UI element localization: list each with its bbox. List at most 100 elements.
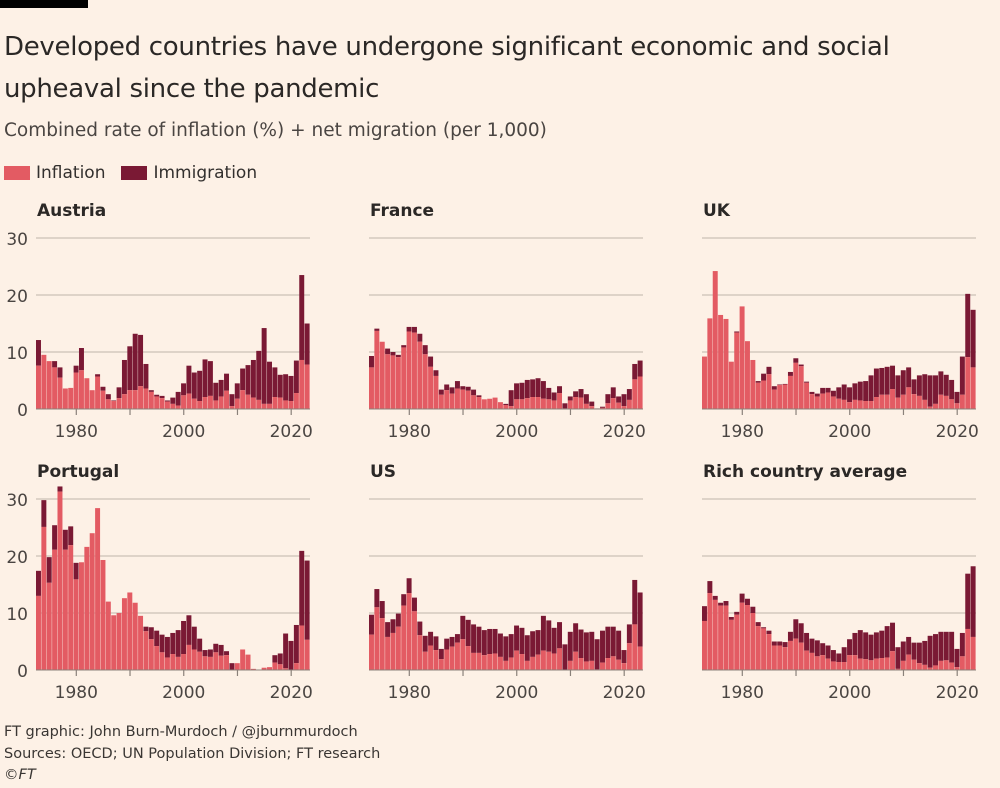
bar-immigration [546,620,552,652]
bar-immigration [530,379,536,398]
bar-inflation [755,626,761,670]
x-tick-label: 1980 [55,683,98,703]
bar-immigration [154,394,160,397]
bar-inflation [374,607,380,670]
x-tick-label: 2000 [828,683,871,703]
bar-inflation [632,624,638,670]
legend-label-inflation: Inflation [36,163,106,183]
bar-inflation [159,398,165,409]
bar-inflation [728,619,734,670]
bar-inflation [841,399,847,409]
bar-immigration [422,635,428,652]
y-tick-label: 30 [6,230,28,250]
bar-immigration [369,614,374,635]
bar-inflation [111,401,117,409]
bar-inflation [481,655,487,670]
bar-inflation [809,394,815,409]
bar-immigration [949,379,955,400]
bar-inflation [712,599,718,670]
bar-inflation [610,656,616,670]
bar-inflation [105,601,111,670]
bar-immigration [514,625,520,651]
bar-immigration [213,643,219,653]
bar-immigration [970,566,976,637]
y-tick-label: 10 [6,344,28,364]
bar-immigration [787,371,793,376]
x-tick-label: 2000 [495,683,538,703]
bar-inflation [218,655,224,670]
bar-inflation [202,397,208,409]
bar-inflation [471,395,477,409]
bar-inflation [197,651,203,670]
bar-immigration [621,394,627,407]
bar-inflation [702,620,707,670]
bar-inflation [750,613,756,670]
bar-inflation [798,366,804,409]
bar-immigration [444,384,450,391]
bar-inflation [84,546,90,670]
bar-immigration [884,626,890,658]
bar-inflation [949,399,955,409]
bar-inflation [766,374,772,409]
bar-inflation [283,668,289,670]
bar-inflation [540,650,546,670]
bar-inflation [369,634,374,670]
bar-inflation [476,397,482,409]
bar-inflation [234,398,240,409]
panel-title: Portugal [37,462,119,482]
bar-immigration [578,389,584,398]
bar-inflation [277,664,283,670]
bar-inflation [73,372,79,409]
bar-inflation [121,598,127,670]
bar-immigration [755,622,761,627]
x-tick-label: 1980 [721,683,764,703]
bar-inflation [181,654,187,670]
bar-immigration [557,386,563,394]
y-tick-label: 30 [6,491,28,511]
bar-inflation [207,656,213,670]
bar-inflation [261,403,267,409]
bar-inflation [170,654,176,670]
y-tick-label: 10 [6,605,28,625]
bar-immigration [841,647,847,663]
bar-inflation [175,405,181,409]
bar-immigration [900,370,906,395]
bar-immigration [589,631,595,661]
bar-immigration [390,352,396,356]
bar-inflation [702,356,707,409]
chart-subtitle: Combined rate of inflation (%) + net mig… [4,120,547,141]
bar-immigration [911,642,917,660]
bar-inflation [422,354,428,409]
bar-immigration [906,367,912,388]
bar-inflation [148,639,154,670]
bar-immigration [417,333,423,342]
bar-immigration [191,626,197,650]
bar-immigration [428,631,434,646]
bar-inflation [95,508,101,670]
bar-immigration [148,390,154,392]
bar-immigration [508,634,514,658]
bar-immigration [567,631,573,661]
bar-inflation [460,639,466,670]
bar-inflation [492,653,498,670]
bar-immigration [191,372,197,399]
bar-immigration [41,500,47,527]
bar-inflation [111,615,117,670]
bar-immigration [68,526,74,546]
bar-immigration [218,379,224,397]
bar-immigration [916,642,922,664]
bar-inflation [181,395,187,409]
bar-immigration [36,570,41,596]
x-tick-label: 1980 [388,683,431,703]
bar-immigration [863,632,869,660]
bar-inflation [379,618,385,670]
bar-inflation [116,613,122,670]
bar-inflation [121,394,127,409]
bar-inflation [519,399,525,409]
bar-inflation [943,660,949,670]
bar-inflation [127,592,133,670]
bar-immigration [36,340,41,366]
bar-immigration [873,368,879,398]
bar-inflation [922,664,928,670]
bar-inflation [218,396,224,409]
